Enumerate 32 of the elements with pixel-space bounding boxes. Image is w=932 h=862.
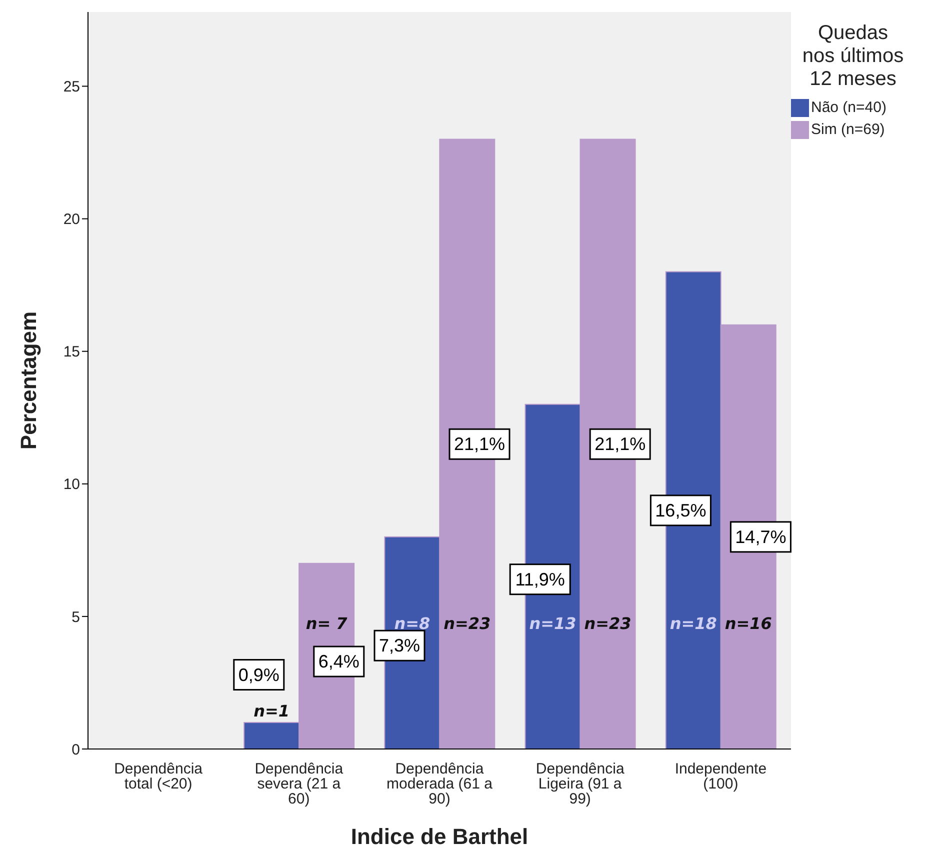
- annotation: 21,1%: [454, 434, 506, 454]
- legend-title: Quedas nos últimos 12 meses: [801, 22, 905, 91]
- annotation: 21,1%: [594, 434, 646, 454]
- data-label: n=23: [584, 614, 632, 633]
- y-tick-label: 5: [72, 608, 80, 626]
- x-tick-label: Dependência severa (21 a 60): [254, 760, 344, 808]
- y-tick-label: 25: [63, 78, 80, 96]
- data-label: n=23: [444, 614, 491, 633]
- data-label: n=16: [724, 614, 772, 633]
- data-label: n=1: [254, 701, 290, 720]
- annotation: 0,9%: [238, 664, 280, 685]
- data-label: n= 7: [306, 614, 348, 633]
- data-label: n=13: [529, 614, 576, 633]
- annotation: 6,4%: [318, 652, 360, 672]
- y-axis-title: Percentagem: [16, 311, 41, 450]
- annotation: 14,7%: [735, 526, 786, 547]
- annotation: 7,3%: [378, 636, 420, 656]
- annotation: 11,9%: [515, 569, 565, 590]
- y-tick-label: 0: [72, 741, 80, 758]
- annotation: 16,5%: [655, 500, 706, 520]
- x-tick-label: Dependência moderada (61 a 90): [386, 760, 494, 808]
- x-tick-label: Dependência total (<20): [114, 760, 204, 793]
- legend-label: Sim (n=69): [811, 120, 885, 140]
- legend-label: Não (n=40): [811, 98, 886, 118]
- x-tick-label: Dependência Ligeira (91 a 99): [536, 760, 625, 808]
- y-tick-label: 20: [63, 211, 80, 228]
- x-axis-title: Indice de Barthel: [350, 824, 528, 849]
- data-label: n=8: [394, 614, 430, 633]
- data-label: n=18: [670, 614, 717, 633]
- x-tick-label: Independente (100): [674, 760, 767, 793]
- y-tick-label: 10: [63, 476, 80, 494]
- y-tick-label: 15: [63, 344, 80, 361]
